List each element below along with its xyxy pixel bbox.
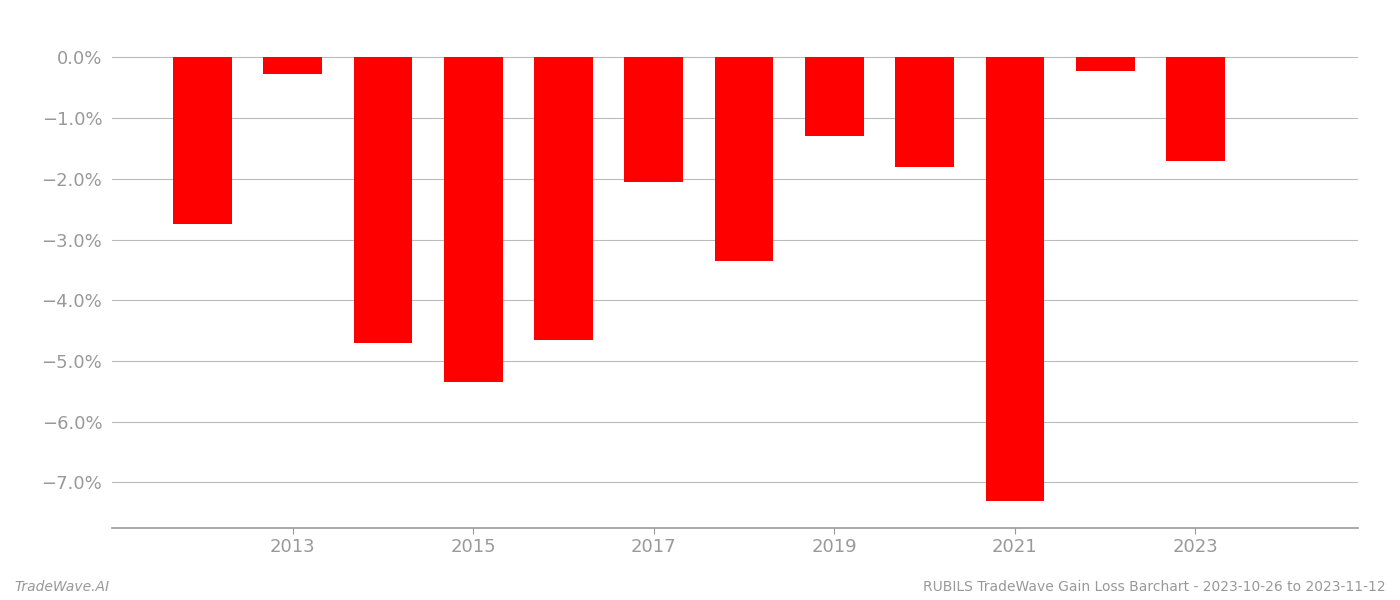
Bar	[805, 58, 864, 136]
Bar	[535, 58, 592, 340]
Text: RUBILS TradeWave Gain Loss Barchart - 2023-10-26 to 2023-11-12: RUBILS TradeWave Gain Loss Barchart - 20…	[924, 580, 1386, 594]
Text: TradeWave.AI: TradeWave.AI	[14, 580, 109, 594]
Bar	[174, 58, 231, 224]
Bar	[1075, 58, 1134, 71]
Bar	[624, 58, 683, 182]
Bar	[714, 58, 773, 261]
Bar	[1166, 58, 1225, 161]
Bar	[263, 58, 322, 74]
Bar	[986, 58, 1044, 500]
Bar	[895, 58, 953, 167]
Bar	[444, 58, 503, 382]
Bar	[354, 58, 412, 343]
